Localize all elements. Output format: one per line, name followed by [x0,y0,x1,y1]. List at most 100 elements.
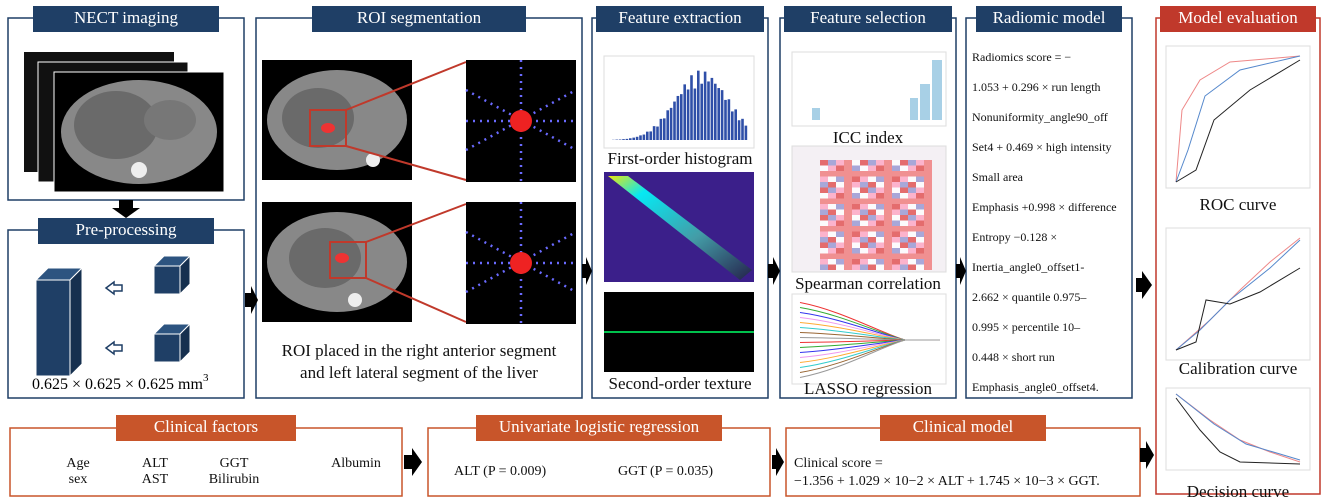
decor-cell [828,221,836,227]
decor-cell [900,193,908,199]
decor-cell [900,248,908,254]
decor-cell [844,188,852,194]
decor-cell [820,171,828,177]
decor-cell [884,226,892,232]
decor-bar [711,78,714,140]
clinical-model-line: −1.356 + 1.029 × 10−2 × ALT + 1.745 × 10… [794,474,1100,489]
decor-cell [844,221,852,227]
decor-cell [900,221,908,227]
decor-cell [828,188,836,194]
decor-cell [844,182,852,188]
decor-cell [820,166,828,172]
decor-cell [868,232,876,238]
decor-bar [683,84,686,140]
decor-cell [924,193,932,199]
decor-cell [820,177,828,183]
decor-cell [828,166,836,172]
decor-bar [636,137,639,140]
decor-cell [892,254,900,260]
decor-cell [900,243,908,249]
decor-cell [868,166,876,172]
decor-cell [876,221,884,227]
decor-cell [860,265,868,271]
decor-cell [892,166,900,172]
decor-cell [916,182,924,188]
decor-cell [876,182,884,188]
workflow-diagram: NECT imaging Pre-processing ROI segmenta… [0,0,1327,503]
decor-cell [900,199,908,205]
decor-cell [876,237,884,243]
decor-cell [892,182,900,188]
decor-cell [852,177,860,183]
panel-title: Clinical factors [154,417,258,436]
decor-cell [916,265,924,271]
decor-cell [916,177,924,183]
decor-bar [643,135,646,140]
decor-cell [908,210,916,216]
decor-cell [900,188,908,194]
decor-cell [820,248,828,254]
decor-bar [741,119,744,140]
panel-title: Univariate logistic regression [499,417,700,436]
decor-cell [860,166,868,172]
decor-cell [852,204,860,210]
decor-cell [900,171,908,177]
decor-cell [892,243,900,249]
decor-cell [860,193,868,199]
decor-cell [868,188,876,194]
decor-cell [884,237,892,243]
decor-cell [884,188,892,194]
decor-cell [900,160,908,166]
decor-cell [828,248,836,254]
decor-cell [884,248,892,254]
decor-cell [924,248,932,254]
decor-cell [852,188,860,194]
decor-cell [844,204,852,210]
decor-cell [876,243,884,249]
decor-cell [916,243,924,249]
decor-cell [860,177,868,183]
decor-cell [892,265,900,271]
decor-cell [884,166,892,172]
decor-cell [820,204,828,210]
decor-cell [908,232,916,238]
decor-cell [844,199,852,205]
decor-cell [860,259,868,265]
decor-cell [916,226,924,232]
decor-cell [876,166,884,172]
decor-cell [868,226,876,232]
decor-cell [852,215,860,221]
decor-cell [908,160,916,166]
decor-cell [836,188,844,194]
panel-title: Clinical model [913,417,1014,436]
decor-cell [836,226,844,232]
decor-cell [836,254,844,260]
decor-cell [860,237,868,243]
evaluation-images [1166,46,1310,470]
decor-cell [844,160,852,166]
decor-cell [868,182,876,188]
decor-cell [908,171,916,177]
voxel-size: 0.625 × 0.625 × 0.625 mm3 [32,372,209,393]
decor-cell [892,204,900,210]
decor-cell [828,199,836,205]
decor-cell [908,243,916,249]
decor-cell [916,232,924,238]
decor-cell [852,199,860,205]
decor-bar [738,120,741,140]
decor-cell [916,193,924,199]
decor-cell [852,237,860,243]
decor-cell [908,204,916,210]
radiomic-line: Set4 + 0.469 × high intensity [972,140,1112,154]
decor-cell [916,199,924,205]
decor-cell [916,166,924,172]
decor-cell [892,171,900,177]
evaluation-label: Calibration curve [1179,359,1298,378]
decor-cell [828,182,836,188]
decor-cell [916,221,924,227]
decor-cell [868,254,876,260]
decor-cell [908,193,916,199]
decor-cell [820,199,828,205]
radiomic-line: Inertia_angle0_offset1- [972,260,1084,274]
decor-bar [653,126,656,140]
